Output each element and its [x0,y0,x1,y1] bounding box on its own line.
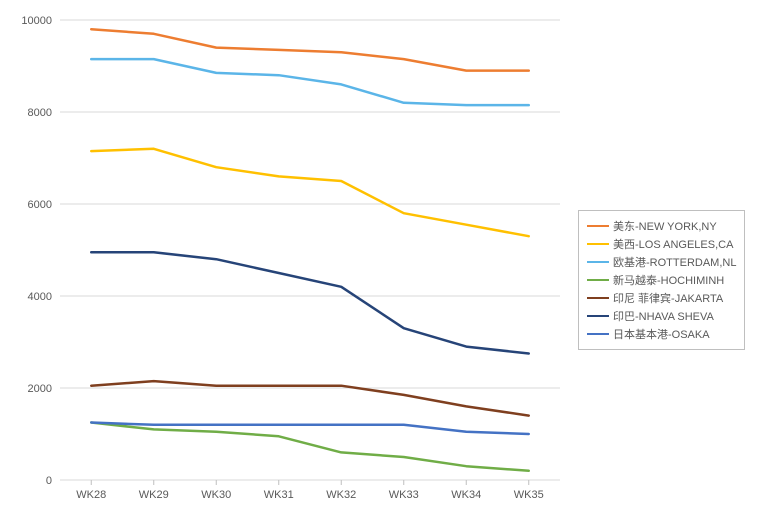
legend: 美东-NEW YORK,NY 美西-LOS ANGELES,CA 欧基港-ROTTE… [578,210,745,350]
legend-swatch-icon [587,261,609,263]
legend-label: 印尼 菲律宾-JAKARTA [613,290,723,306]
y-tick-label: 4000 [28,291,52,303]
x-tick-label: WK32 [326,489,356,501]
x-tick-label: WK35 [514,489,544,501]
y-tick-label: 8000 [28,107,52,119]
legend-item-nhv: 印巴-NHAVA SHEVA [587,307,736,325]
legend-swatch-icon [587,243,609,245]
y-tick-label: 6000 [28,199,52,211]
x-tick-label: WK30 [201,489,231,501]
legend-swatch-icon [587,315,609,317]
x-tick-label: WK31 [264,489,294,501]
freight-rate-line-chart: 0 2000 4000 6000 8000 10000 WK28 WK29 WK30 WK31 WK… [0,0,762,511]
legend-item-jkt: 印尼 菲律宾-JAKARTA [587,289,736,307]
legend-item-rot: 欧基港-ROTTERDAM,NL [587,253,736,271]
legend-item-ny: 美东-NEW YORK,NY [587,217,736,235]
legend-swatch-icon [587,225,609,227]
legend-label: 印巴-NHAVA SHEVA [613,308,714,324]
legend-label: 日本基本港-OSAKA [613,326,710,342]
x-tick-label: WK29 [139,489,169,501]
legend-label: 新马越泰-HOCHIMINH [613,272,724,288]
x-tick-label: WK28 [76,489,106,501]
legend-item-hcm: 新马越泰-HOCHIMINH [587,271,736,289]
legend-item-osa: 日本基本港-OSAKA [587,325,736,343]
legend-label: 美西-LOS ANGELES,CA [613,236,733,252]
legend-label: 欧基港-ROTTERDAM,NL [613,254,736,270]
x-tick-label: WK33 [389,489,419,501]
y-tick-label: 2000 [28,383,52,395]
legend-swatch-icon [587,279,609,281]
y-tick-label: 0 [46,475,52,487]
legend-item-la: 美西-LOS ANGELES,CA [587,235,736,253]
y-tick-label: 10000 [21,15,52,27]
legend-swatch-icon [587,297,609,299]
x-tick-label: WK34 [451,489,481,501]
legend-label: 美东-NEW YORK,NY [613,218,717,234]
legend-swatch-icon [587,333,609,335]
